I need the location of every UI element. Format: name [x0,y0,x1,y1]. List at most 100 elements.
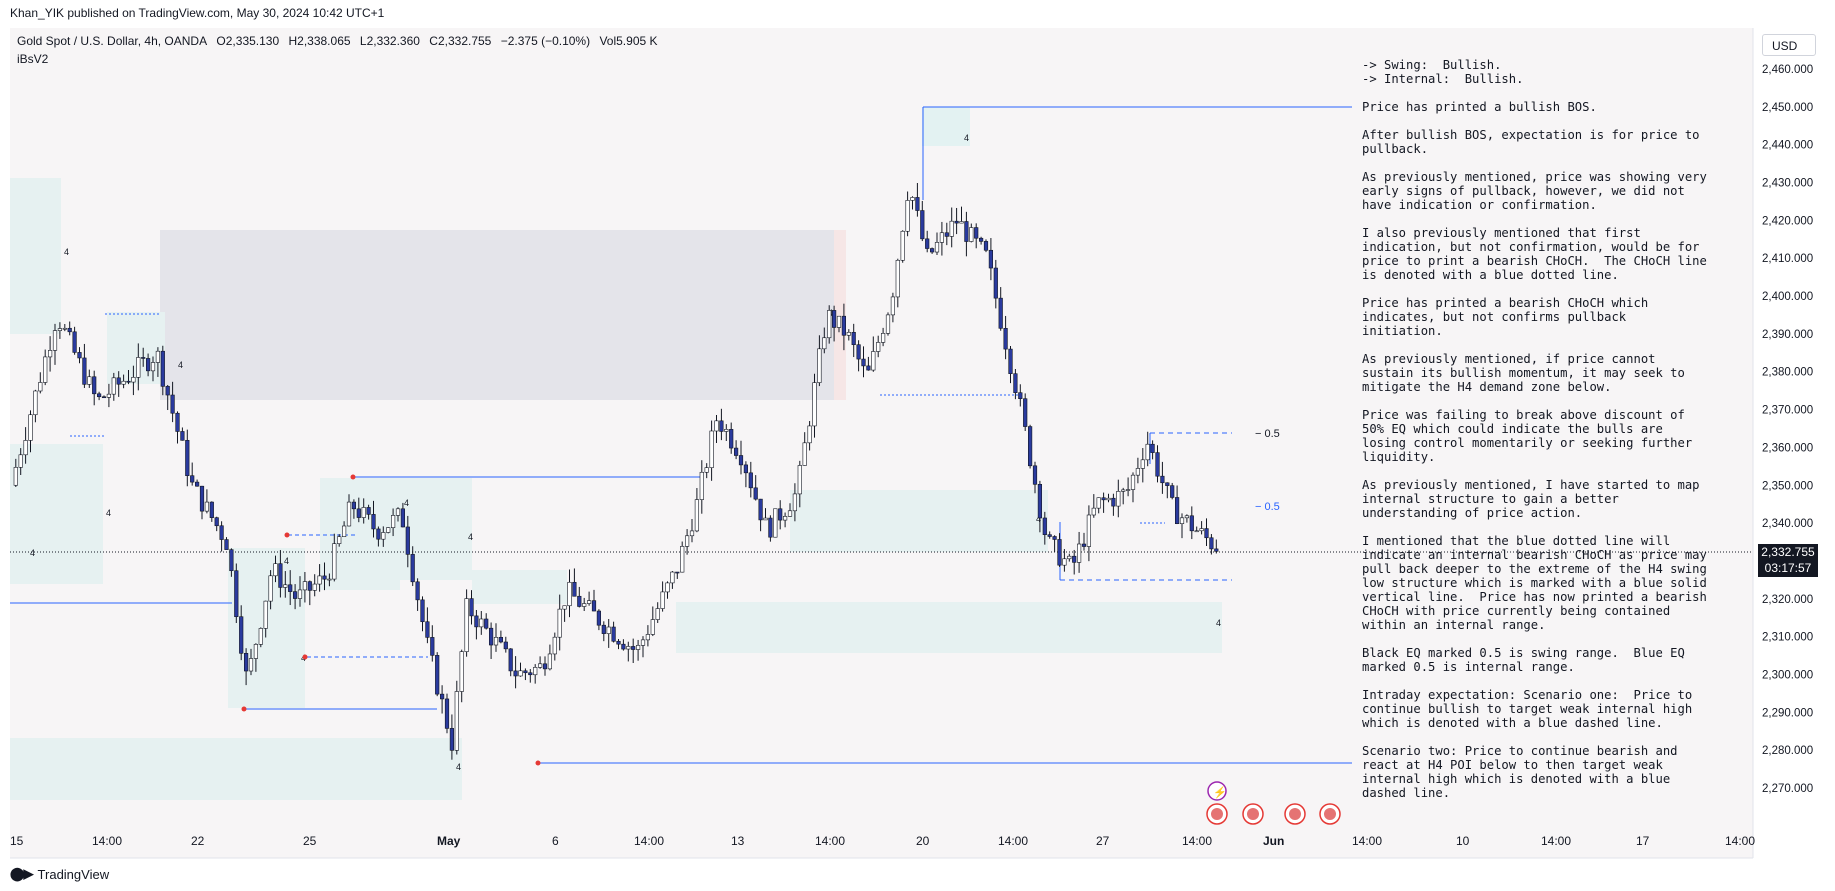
demand-zone [790,490,1048,552]
demand-zone [676,602,1222,653]
volume-value: Vol5.905 K [599,34,658,48]
price-tick-label: 2,440.000 [1762,140,1813,152]
candle-body [116,377,121,385]
candle-body [361,507,366,518]
candle-body [312,583,317,591]
tradingview-logo[interactable]: ⬤▶ TradingView [10,866,109,882]
ohlc-open: O2,335.130 [216,34,280,48]
candle-body [1008,348,1013,374]
candle-body [479,618,484,628]
candle-body [1032,465,1038,485]
candle-body [552,636,557,655]
candle-body [1111,497,1116,507]
candle-body [1028,426,1033,467]
published-by-text: Khan_YIK published on TradingView.com, M… [10,6,385,20]
price-tick-label: 2,300.000 [1762,669,1813,681]
candle-body [376,528,381,540]
candle-body [861,358,866,367]
candle-body [680,546,685,573]
candle-body [366,507,371,515]
currency-button[interactable]: USD [1762,34,1816,56]
candle-body [974,227,979,239]
candle-body [302,581,308,591]
candle-body [773,508,778,538]
candle-body [993,267,998,299]
candle-body [322,575,327,580]
candle-body [626,646,631,650]
candle-body [817,348,822,383]
candle-body [949,220,954,237]
candle-body [459,651,464,692]
candle-body [239,616,244,654]
time-tick-label: 22 [191,834,205,848]
note-paragraph: I also previously mentioned that first i… [1362,226,1715,282]
candle-body [1042,517,1047,535]
candle-body [1081,543,1087,547]
price-tick-label: 2,270.000 [1762,783,1813,795]
demand-zone [472,570,567,604]
price-tick-label: 2,390.000 [1762,329,1813,341]
price-tick-label: 2,400.000 [1762,291,1813,303]
candle-body [650,619,655,635]
candle-body [925,238,930,249]
demand-zone [320,478,400,590]
candle-body [1214,548,1219,552]
candle-body [954,220,959,224]
candle-body [332,543,337,580]
candle-body [660,591,665,609]
us-flag-icon [1211,808,1223,820]
candle-body [1165,482,1170,486]
candle-body [694,499,699,532]
candle-body [493,637,499,646]
symbol-legend[interactable]: Gold Spot / U.S. Dollar, 4h, OANDA O2,33… [17,34,664,48]
note-paragraph: Price has printed a bullish BOS. [1362,100,1597,114]
candle-body [1072,555,1077,563]
candle-body [498,637,504,643]
swing-point-marker [302,654,308,660]
candle-body [635,645,641,650]
symbol-name[interactable]: Gold Spot / U.S. Dollar, 4h, OANDA [17,34,208,48]
candle-body [920,210,925,240]
candle-body [141,357,146,359]
candle-body [43,356,48,383]
candle-body [1150,443,1155,453]
candle-body [410,554,415,583]
candle-body [464,598,469,652]
candle-body [449,728,455,751]
candle-body [988,249,993,269]
candle-body [1160,475,1165,484]
zone-label: 4 [64,247,69,257]
candle-body [567,581,572,607]
candle-body [288,584,293,592]
candle-body [880,333,886,343]
candle-body [978,237,984,242]
candle-body [665,582,670,593]
internal-eq-label: − 0.5 [1255,501,1280,513]
candle-body [307,581,312,591]
candle-body [998,297,1003,329]
candle-body [1052,536,1057,540]
price-tick-label: 2,290.000 [1762,707,1813,719]
indicator-name[interactable]: iBsV2 [17,52,49,66]
candle-body [675,571,680,574]
demand-zone [834,230,846,400]
candle-body [1067,555,1072,560]
candle-body [1170,485,1175,498]
note-paragraph: As previously mentioned, I have started … [1362,478,1707,520]
ohlc-high: H2,338.065 [288,34,351,48]
time-tick-label: 14:00 [1182,834,1212,848]
candle-body [1116,491,1121,507]
price-tick-label: 2,310.000 [1762,632,1813,644]
candle-body [1062,558,1067,566]
candle-body [910,197,915,201]
candle-body [1155,452,1160,477]
time-tick-label: 6 [552,834,559,848]
candle-body [1204,528,1209,539]
candle-body [611,626,616,642]
note-paragraph: -> Swing: Bullish. -> Internal: Bullish. [1362,58,1524,86]
candle-body [82,357,87,385]
candle-body [488,627,494,646]
time-tick-label: 27 [1096,834,1110,848]
candle-body [841,315,846,336]
